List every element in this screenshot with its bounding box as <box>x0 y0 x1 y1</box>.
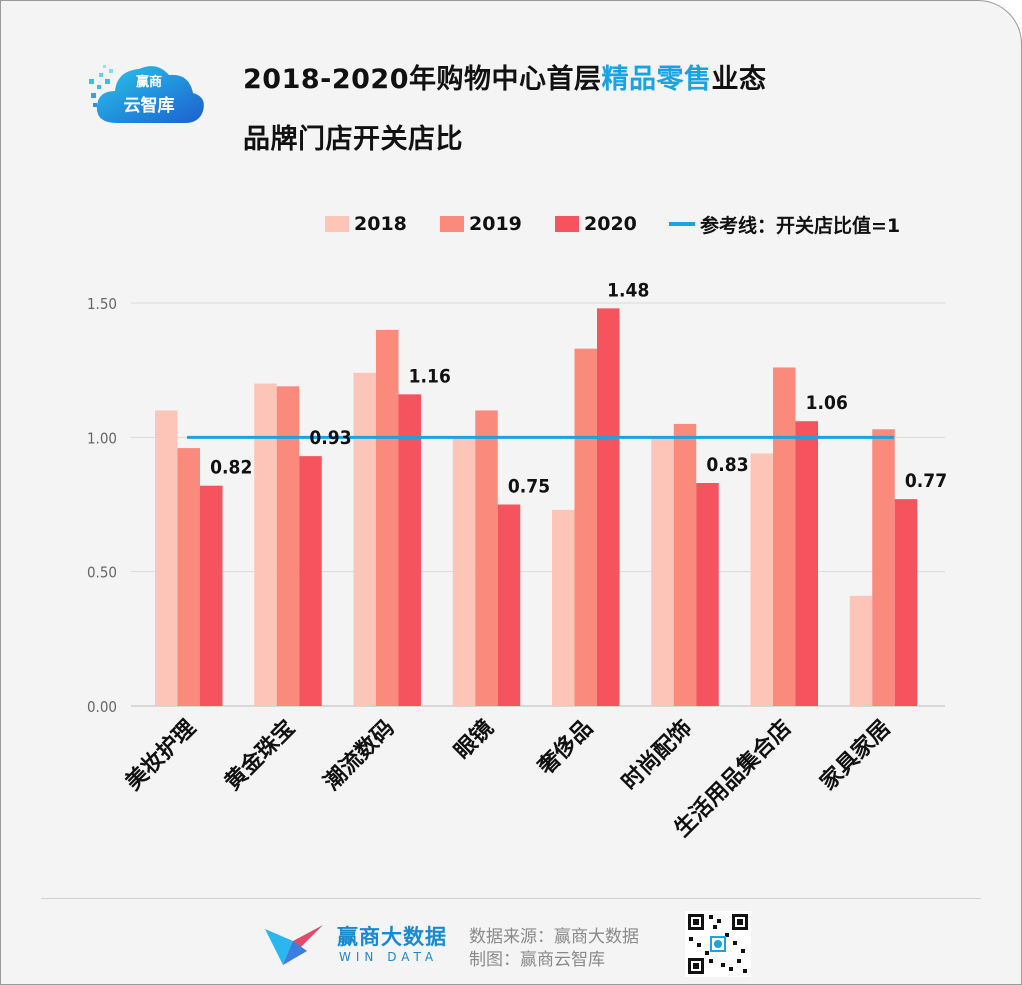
x-category-label: 时尚配饰 <box>617 715 698 796</box>
data-source: 数据来源：赢商大数据 <box>469 927 639 947</box>
footer-divider <box>41 898 981 899</box>
bar-2020 <box>200 485 223 706</box>
bar-2018 <box>849 595 873 706</box>
logo-text-top: 赢商 <box>135 75 162 90</box>
bar-2019 <box>773 367 796 706</box>
x-category-label: 奢侈品 <box>532 715 598 781</box>
bar-2019 <box>177 448 200 706</box>
bar-2018 <box>254 383 277 706</box>
bar-2020 <box>894 499 918 706</box>
cloud-icon <box>89 65 204 123</box>
data-label: 0.75 <box>508 476 550 498</box>
legend-label-2020: 2020 <box>584 213 637 235</box>
legend-label-2019: 2019 <box>469 213 522 235</box>
legend-item-2019: 2019 <box>440 209 522 239</box>
windata-logo-icon <box>265 925 323 965</box>
data-label: 1.48 <box>607 279 649 301</box>
bar-2019 <box>872 429 895 706</box>
title-part-1: 2018-2020年购物中心首层 <box>243 64 602 95</box>
data-label: 0.77 <box>905 470 947 492</box>
bar-2020 <box>398 394 421 706</box>
bar-2018 <box>552 509 575 706</box>
bar-2020 <box>696 483 719 706</box>
data-label: 0.82 <box>210 457 252 479</box>
bar-2018 <box>651 437 674 706</box>
bar-2020 <box>299 456 322 706</box>
title-part-3: 业态 <box>711 64 767 95</box>
chart-legend: 2018 2019 2020 参考线：开关店比值=1 <box>1 209 1021 239</box>
bar-2020 <box>597 308 620 706</box>
bar-2018 <box>155 410 178 706</box>
x-category-label: 黄金珠宝 <box>220 715 301 796</box>
data-label: 0.93 <box>309 427 351 449</box>
qr-code-icon <box>685 911 751 977</box>
bar-2019 <box>475 410 498 706</box>
windata-brand-name: 赢商大数据 <box>337 925 447 949</box>
legend-label-reference: 参考线：开关店比值=1 <box>700 214 901 237</box>
cloud-logo: 赢商 云智库 <box>89 49 209 133</box>
legend-swatch-2019 <box>440 216 464 232</box>
bar-2019 <box>276 386 300 706</box>
legend-swatch-2020 <box>555 216 579 232</box>
logo-text-bottom: 云智库 <box>123 96 175 116</box>
legend-item-2020: 2020 <box>555 209 637 239</box>
legend-line-reference <box>669 222 695 226</box>
bar-2020 <box>795 421 818 706</box>
legend-swatch-2018 <box>325 216 349 232</box>
data-label: 1.06 <box>806 392 848 414</box>
legend-item-2018: 2018 <box>325 209 407 239</box>
title-highlight: 精品零售 <box>601 64 712 95</box>
chart-title-line2: 品牌门店开关店比 <box>243 124 463 155</box>
data-label: 1.16 <box>409 365 451 387</box>
bar-2019 <box>376 329 399 706</box>
x-category-label: 家具家居 <box>815 715 896 796</box>
bar-2020 <box>497 504 521 706</box>
y-tick-label: 0.50 <box>87 564 117 582</box>
bar-2019 <box>574 348 597 706</box>
windata-brand-sub: WIN DATA <box>339 950 439 964</box>
x-category-label: 眼镜 <box>449 715 499 765</box>
bar-2018 <box>353 372 376 706</box>
bar-2019 <box>673 423 697 706</box>
y-tick-label: 1.50 <box>87 295 117 313</box>
bar-2018 <box>452 437 476 706</box>
chart-maker: 制图：赢商云智库 <box>469 950 605 970</box>
y-tick-label: 1.00 <box>87 429 117 447</box>
chart-title-line1: 2018-2020年购物中心首层精品零售业态 <box>243 57 767 96</box>
data-label: 0.83 <box>706 454 748 476</box>
bar-2018 <box>750 453 773 706</box>
legend-label-2018: 2018 <box>354 213 407 235</box>
y-tick-label: 0.00 <box>87 698 117 716</box>
x-category-label: 美妆护理 <box>120 715 201 796</box>
x-category-label: 潮流数码 <box>319 715 400 796</box>
legend-item-reference: 参考线：开关店比值=1 <box>669 209 900 239</box>
